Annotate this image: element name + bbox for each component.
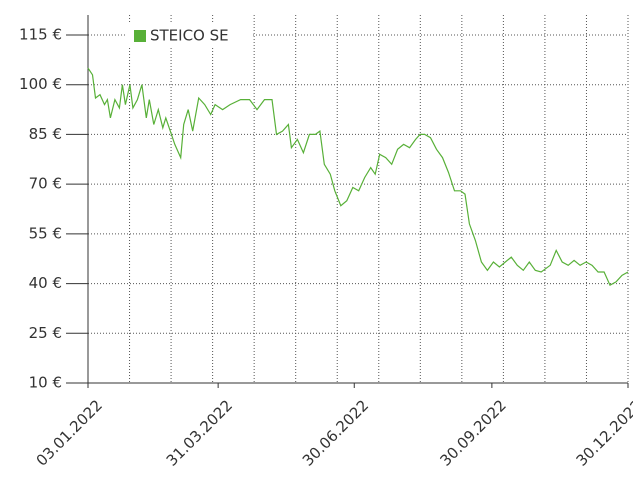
y-tick-label: 100 €: [19, 75, 62, 93]
y-tick-label: 70 €: [29, 175, 62, 193]
x-tick-label: 30.09.2022: [436, 396, 509, 469]
legend-label: STEICO SE: [150, 27, 229, 45]
y-tick-label: 25 €: [29, 324, 62, 342]
x-tick-label: 03.01.2022: [33, 396, 106, 469]
y-tick-label: 115 €: [19, 26, 62, 44]
y-tick-label: 40 €: [29, 274, 62, 292]
legend-bg: [125, 24, 252, 46]
x-tick-label: 31.03.2022: [163, 396, 236, 469]
y-tick-label: 55 €: [29, 224, 62, 242]
x-tick-label: 30.06.2022: [299, 396, 372, 469]
x-tick-label: 30.12.2022: [573, 396, 633, 469]
y-tick-label: 10 €: [29, 374, 62, 392]
y-tick-label: 85 €: [29, 125, 62, 143]
line-series: [87, 67, 629, 287]
legend-swatch: [134, 30, 146, 42]
